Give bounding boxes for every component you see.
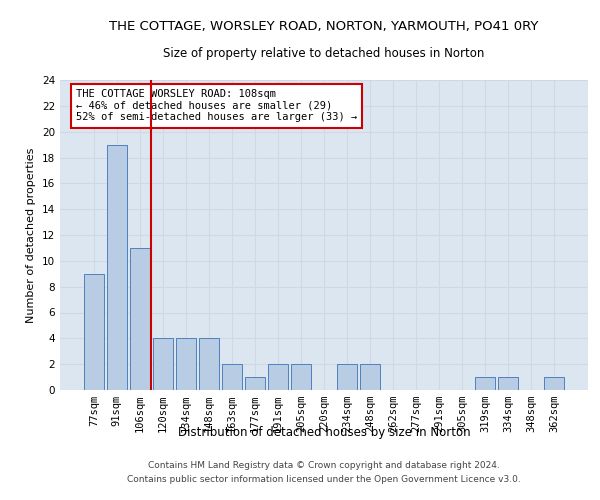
Bar xyxy=(245,377,265,390)
Bar xyxy=(475,377,495,390)
Bar xyxy=(153,338,173,390)
Text: THE COTTAGE, WORSLEY ROAD, NORTON, YARMOUTH, PO41 0RY: THE COTTAGE, WORSLEY ROAD, NORTON, YARMO… xyxy=(109,20,539,33)
Bar xyxy=(360,364,380,390)
Text: Distribution of detached houses by size in Norton: Distribution of detached houses by size … xyxy=(178,426,470,439)
Bar xyxy=(268,364,288,390)
Bar xyxy=(291,364,311,390)
Text: Size of property relative to detached houses in Norton: Size of property relative to detached ho… xyxy=(163,48,485,60)
Bar xyxy=(337,364,357,390)
Bar xyxy=(544,377,564,390)
Bar xyxy=(222,364,242,390)
Bar xyxy=(176,338,196,390)
Text: THE COTTAGE WORSLEY ROAD: 108sqm
← 46% of detached houses are smaller (29)
52% o: THE COTTAGE WORSLEY ROAD: 108sqm ← 46% o… xyxy=(76,90,357,122)
Bar xyxy=(130,248,149,390)
Y-axis label: Number of detached properties: Number of detached properties xyxy=(26,148,37,322)
Text: Contains HM Land Registry data © Crown copyright and database right 2024.
Contai: Contains HM Land Registry data © Crown c… xyxy=(127,462,521,483)
Bar xyxy=(84,274,104,390)
Bar xyxy=(107,144,127,390)
Bar xyxy=(499,377,518,390)
Bar xyxy=(199,338,218,390)
